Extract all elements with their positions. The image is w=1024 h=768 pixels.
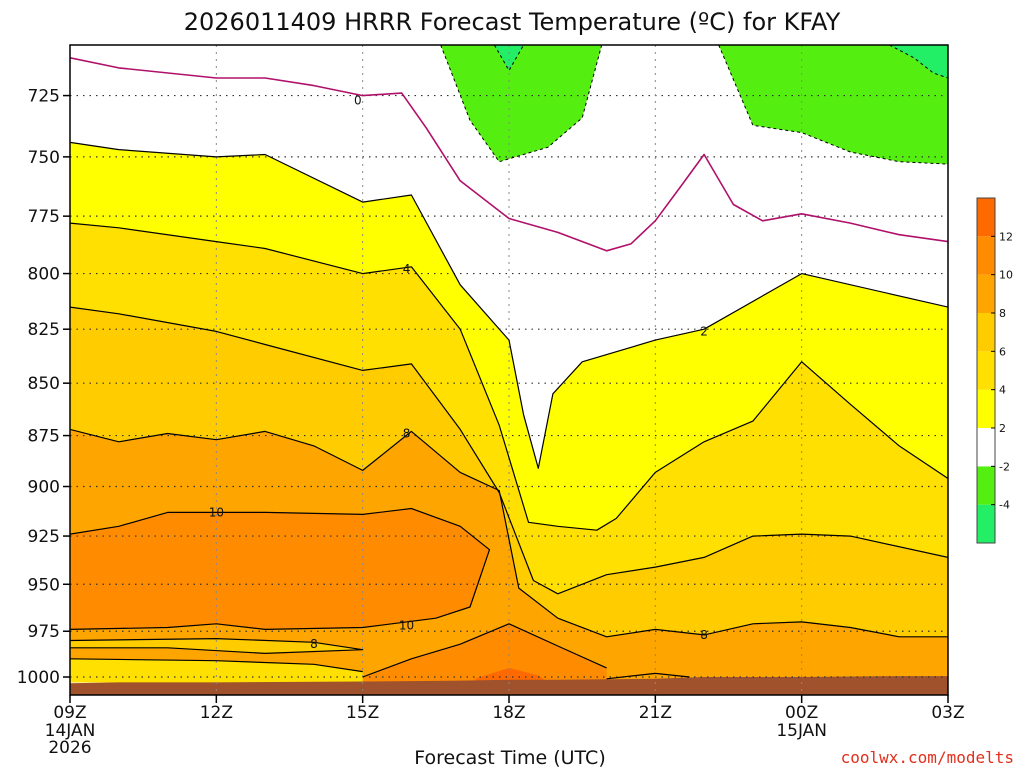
dashed-contour-2 xyxy=(493,45,525,72)
chart-title: 2026011409 HRRR Forecast Temperature (ºC… xyxy=(184,8,841,36)
dashed-contour-1 xyxy=(718,45,948,165)
x-tick-sublabel-00Z: 15JAN xyxy=(776,721,827,741)
contour-label-7: 8 xyxy=(700,628,708,642)
colorbar-bin-8 xyxy=(977,198,995,237)
contour-line-4 xyxy=(70,306,948,595)
temperature-band-12 xyxy=(889,45,948,78)
y-tick-label-925: 925 xyxy=(28,527,60,547)
terrain xyxy=(70,676,948,695)
x-tick-label-15Z: 15Z xyxy=(346,703,379,723)
x-tick-sublabel-09Z: 14JAN xyxy=(45,721,96,741)
contour-line-8 xyxy=(70,658,363,673)
x-tick-label-18Z: 18Z xyxy=(492,703,525,723)
contour-line-7 xyxy=(70,637,364,655)
contour-label-6: 8 xyxy=(310,637,318,651)
colorbar-bin-7 xyxy=(977,236,995,275)
dashed-contour-3 xyxy=(889,45,948,79)
x-tick-label-03Z: 03Z xyxy=(931,703,964,723)
temperature-band-7 xyxy=(70,638,363,654)
contour-lines: 0 2 4 8 10 10 8 8 xyxy=(70,45,948,680)
colorbar-label-3: 4 xyxy=(999,384,1006,397)
colorbar-frame xyxy=(976,197,996,544)
contour-label-3: 8 xyxy=(403,427,411,441)
y-tick-label-950: 950 xyxy=(28,575,60,595)
colorbar-label-2: 2 xyxy=(999,422,1006,435)
plot-area xyxy=(70,45,948,695)
y-tick-label-725: 725 xyxy=(28,87,60,107)
colorbar-bin-3 xyxy=(977,389,995,428)
temperature-band-9 xyxy=(440,45,602,162)
x-tick-label-09Z: 09Z xyxy=(53,703,86,723)
contour-label-4: 10 xyxy=(209,505,224,519)
temperature-band-6 xyxy=(474,667,548,683)
y-tick-label-900: 900 xyxy=(28,478,60,498)
y-tick-label-825: 825 xyxy=(28,320,60,340)
contour-line-9 xyxy=(362,623,607,678)
contour-line-2 xyxy=(70,141,510,341)
contour-label-2: 4 xyxy=(403,262,411,276)
x-tick-label-12Z: 12Z xyxy=(200,703,233,723)
colorbar-label-4: 6 xyxy=(999,345,1006,358)
y-tick-label-850: 850 xyxy=(28,374,60,394)
x-tick-label-21Z: 21Z xyxy=(639,703,672,723)
colorbar-label-0: -4 xyxy=(999,499,1010,512)
y-tick-label-875: 875 xyxy=(28,427,60,447)
y-tick-label-800: 800 xyxy=(28,265,60,285)
dashed-contour-0 xyxy=(440,45,603,163)
contour-line-3 xyxy=(70,222,948,531)
y-tick-label-1000: 1000 xyxy=(17,668,60,688)
credit-text: coolwx.com/modelts xyxy=(841,748,1014,767)
y-tick-label-775: 775 xyxy=(28,207,60,227)
temperature-band-8 xyxy=(70,658,363,683)
colorbar-label-1: -2 xyxy=(999,460,1010,473)
x-axis-label: Forecast Time (UTC) xyxy=(414,747,605,768)
temperature-band-5 xyxy=(362,623,607,683)
axes: 725 750 775 800 825 850 875 900 925 950 975 1000 09Z… xyxy=(17,44,965,758)
colorbar-bin-6 xyxy=(977,274,995,313)
colorbar-bin-0 xyxy=(977,504,995,543)
temperature-band-4 xyxy=(70,508,490,630)
temperature-band-11 xyxy=(718,45,948,165)
x-tick-year-09Z: 2026 xyxy=(48,738,91,758)
y-tick-label-750: 750 xyxy=(28,148,60,168)
colorbar-bin-2 xyxy=(977,428,995,467)
colorbar-label-6: 10 xyxy=(999,269,1013,282)
colorbar-label-7: 12 xyxy=(999,230,1013,243)
colorbar-bin-1 xyxy=(977,466,995,505)
contour-label-1: 2 xyxy=(700,324,708,338)
x-tick-label-00Z: 00Z xyxy=(785,703,818,723)
colorbar-label-5: 8 xyxy=(999,307,1006,320)
colorbar-bin-4 xyxy=(977,351,995,390)
colorbar-bin-5 xyxy=(977,313,995,352)
colorbar: -4 -2 2 4 6 8 10 12 xyxy=(976,197,1013,544)
contour-label-5: 10 xyxy=(399,619,414,633)
contour-line-0 xyxy=(70,57,948,252)
contour-line-10 xyxy=(606,672,690,680)
contour-line-5 xyxy=(70,428,948,638)
contour-label-0: 0 xyxy=(354,94,362,108)
contour-line-6 xyxy=(70,507,491,631)
temperature-band-10 xyxy=(494,45,524,71)
y-tick-label-975: 975 xyxy=(28,622,60,642)
contour-line-1 xyxy=(508,273,948,469)
